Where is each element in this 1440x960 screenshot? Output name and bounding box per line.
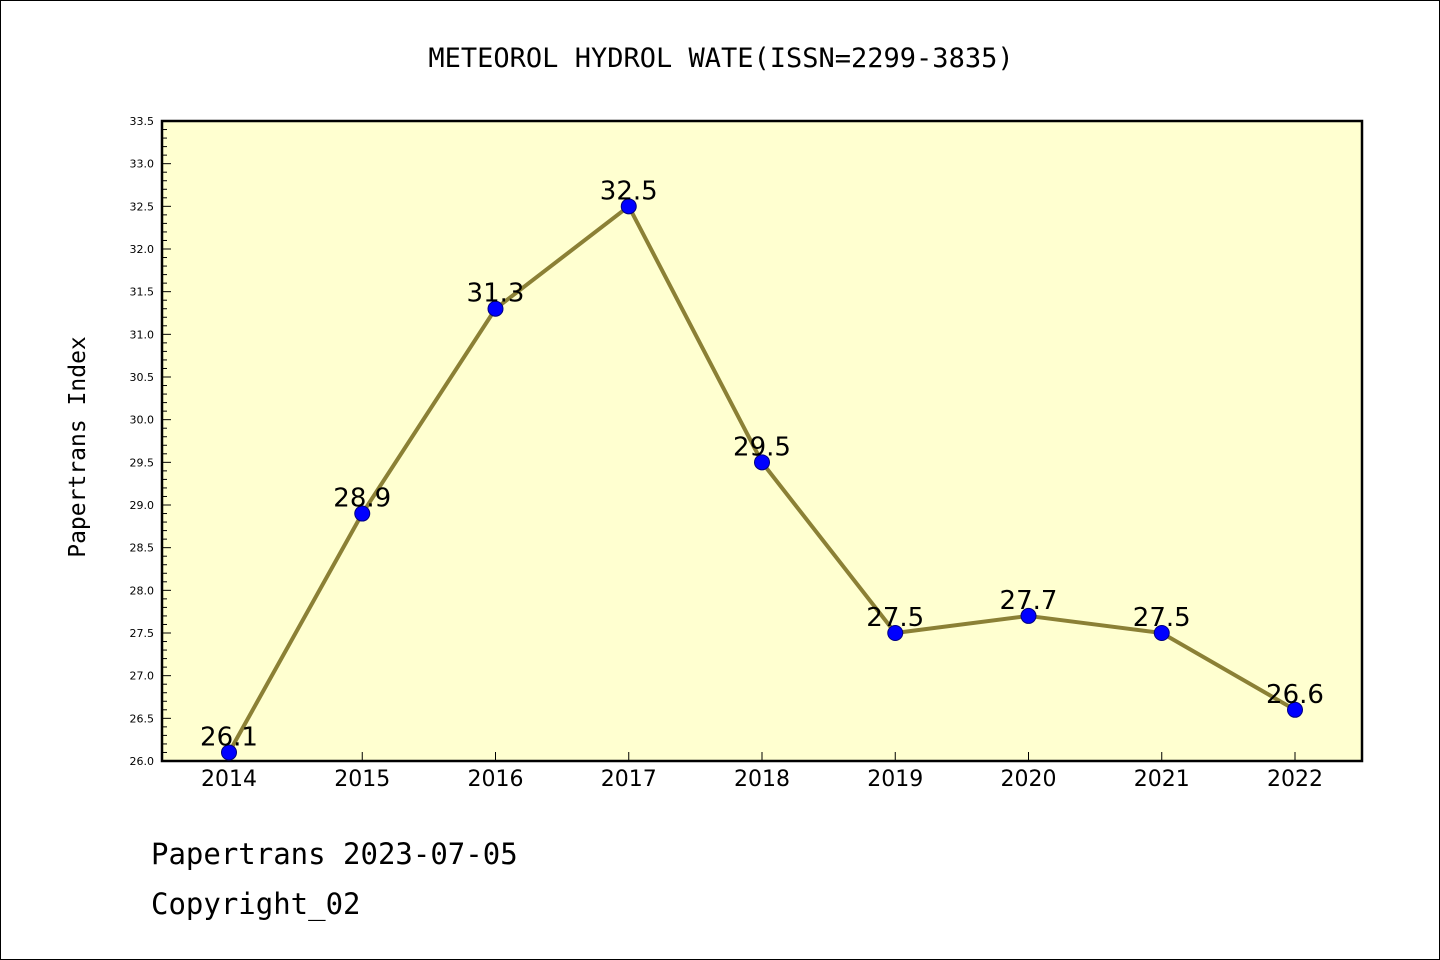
- y-tick-label: 26.5: [130, 712, 155, 725]
- y-tick-label: 30.0: [130, 414, 155, 427]
- data-point-2016: [487, 300, 504, 317]
- chart-title: METEOROL HYDROL WATE(ISSN=2299-3835): [428, 43, 1013, 74]
- x-tick-label: 2019: [867, 767, 923, 792]
- x-tick-label: 2015: [334, 767, 390, 792]
- data-point-2021: [1153, 625, 1170, 641]
- y-tick-label: 27.5: [130, 627, 155, 640]
- data-labels: 26.1 28.9 31.3 32.5 29.5 27.5 27.7 27.5 26.6: [200, 176, 1324, 752]
- data-point-2014: [221, 744, 237, 761]
- x-tick-label: 2016: [468, 767, 524, 792]
- x-tick-label: 2017: [601, 767, 657, 792]
- y-tick-label: 28.5: [130, 542, 155, 555]
- data-markers: [221, 198, 1303, 761]
- data-label-2016: 31.3: [467, 279, 525, 309]
- data-point-2018: [754, 454, 770, 471]
- y-tick-label: 31.5: [130, 286, 155, 299]
- data-point-2022: [1287, 701, 1303, 718]
- x-tick-label: 2020: [1001, 767, 1057, 792]
- data-point-2019: [887, 625, 904, 641]
- data-label-2017: 32.5: [600, 176, 658, 206]
- y-tick-label: 32.5: [130, 200, 155, 213]
- data-point-2020: [1020, 607, 1037, 624]
- y-tick-label: 31.0: [130, 328, 155, 341]
- y-tick-label: 33.5: [130, 115, 155, 128]
- data-label-2018: 29.5: [733, 432, 791, 462]
- data-label-2015: 28.9: [333, 484, 391, 514]
- x-axis-ticks: 2014 2015 2016 2017 2018 2019 2020 2021 2022: [201, 752, 1323, 792]
- data-point-2015: [354, 505, 371, 522]
- y-tick-label: 29.0: [130, 499, 155, 512]
- data-label-2020: 27.7: [1000, 586, 1058, 616]
- y-tick-label: 32.0: [130, 243, 155, 256]
- x-tick-label: 2022: [1267, 767, 1323, 792]
- y-axis-label: Papertrans Index: [65, 336, 91, 558]
- y-tick-label: 29.5: [130, 456, 155, 469]
- x-tick-label: 2018: [734, 767, 790, 792]
- y-axis-ticks: 26.0 26.5 27.0 27.5 28.0 28.5 29.0 29.5 30.0 30.5…: [130, 115, 171, 768]
- data-label-2014: 26.1: [200, 722, 258, 752]
- data-point-2017: [620, 198, 637, 215]
- data-label-2021: 27.5: [1133, 603, 1191, 633]
- x-tick-label: 2021: [1134, 767, 1190, 792]
- y-tick-label: 27.0: [130, 670, 155, 683]
- x-tick-label: 2014: [201, 767, 257, 792]
- data-label-2019: 27.5: [866, 603, 924, 633]
- y-tick-label: 28.0: [130, 584, 155, 597]
- data-label-2022: 26.6: [1266, 680, 1324, 710]
- footer-copyright-line: Copyright_02: [151, 887, 361, 921]
- y-tick-label: 26.0: [130, 755, 155, 768]
- footer-date-line: Papertrans 2023-07-05: [151, 837, 518, 871]
- y-tick-label: 30.5: [130, 371, 155, 384]
- y-tick-label: 33.0: [130, 158, 155, 171]
- plot-area: [160, 119, 1364, 763]
